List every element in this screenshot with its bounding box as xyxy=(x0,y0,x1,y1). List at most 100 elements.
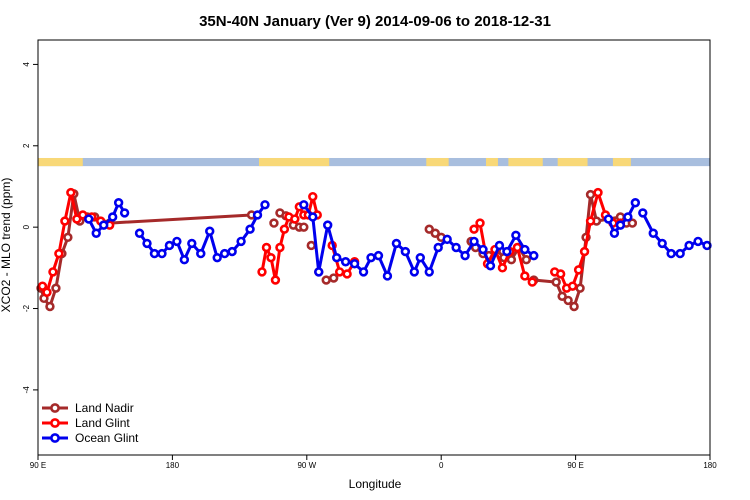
data-point xyxy=(212,252,222,263)
data-point xyxy=(627,218,638,228)
data-point xyxy=(366,252,376,263)
data-point xyxy=(520,271,530,281)
data-point xyxy=(269,218,279,228)
data-point xyxy=(66,187,76,198)
data-point xyxy=(585,216,596,226)
legend-label: Ocean Glint xyxy=(75,431,139,445)
land-band-segment xyxy=(486,157,498,167)
data-point xyxy=(415,252,425,263)
x-tick-label: 90 E xyxy=(567,461,583,470)
legend-label: Land Nadir xyxy=(75,401,134,415)
data-point xyxy=(279,224,290,234)
data-point xyxy=(172,236,182,247)
data-point xyxy=(340,257,351,267)
data-point xyxy=(236,236,246,247)
data-point xyxy=(520,244,530,255)
data-point xyxy=(469,224,479,234)
data-point xyxy=(78,210,88,220)
data-point xyxy=(91,228,101,238)
chart-title: 35N-40N January (Ver 9) 2014-09-06 to 20… xyxy=(199,13,551,30)
data-point xyxy=(442,234,452,245)
ocean-band xyxy=(38,157,710,167)
data-point xyxy=(261,242,272,253)
data-point xyxy=(266,252,276,263)
data-point xyxy=(563,295,573,306)
y-tick-label: 4 xyxy=(22,62,31,67)
data-point xyxy=(497,263,508,273)
data-point xyxy=(358,267,369,277)
data-point xyxy=(42,287,52,297)
y-tick-label: -4 xyxy=(22,386,31,394)
data-point xyxy=(512,242,523,253)
data-point xyxy=(48,267,58,277)
legend-swatch-marker xyxy=(50,403,60,413)
series-land-glint xyxy=(37,187,626,297)
data-point xyxy=(308,212,318,222)
series-line xyxy=(260,195,319,282)
data-point xyxy=(72,214,82,224)
x-tick-label: 0 xyxy=(439,461,444,470)
data-point xyxy=(430,228,440,238)
data-point xyxy=(179,255,190,265)
data-point xyxy=(187,238,197,249)
data-point xyxy=(529,250,539,261)
series-line xyxy=(39,192,252,308)
data-point xyxy=(433,242,443,253)
data-point xyxy=(666,248,676,259)
data-point xyxy=(334,267,345,277)
axes: 90 E 180 90 W 0 90 E 180 -4 -2 0 2 4 xyxy=(22,62,717,470)
y-tick-label: 0 xyxy=(22,224,31,229)
data-point xyxy=(593,187,603,198)
x-axis-label: Longitude xyxy=(349,477,402,491)
data-point xyxy=(684,240,694,251)
data-point xyxy=(308,191,318,202)
data-point xyxy=(494,240,505,251)
data-point xyxy=(257,267,267,277)
x-tick-label: 180 xyxy=(166,461,180,470)
data-point xyxy=(134,228,145,238)
data-point xyxy=(573,265,584,275)
data-point xyxy=(391,238,402,249)
data-point xyxy=(270,275,281,285)
legend-item: Land Glint xyxy=(42,416,130,430)
data-point xyxy=(51,283,61,293)
data-point xyxy=(245,224,255,234)
x-tick-label: 90 E xyxy=(30,461,46,470)
data-point xyxy=(196,248,206,259)
series-land-nadir xyxy=(36,189,638,312)
legend-label: Land Glint xyxy=(75,416,130,430)
data-point xyxy=(299,200,309,210)
plot-frame xyxy=(37,39,711,456)
data-point xyxy=(567,281,578,291)
data-point xyxy=(142,238,152,249)
data-point xyxy=(615,220,626,230)
data-point xyxy=(63,232,73,243)
land-band-segment xyxy=(38,157,83,167)
legend-swatch-marker xyxy=(50,433,60,443)
data-point xyxy=(219,248,230,259)
data-point xyxy=(702,240,712,251)
data-point xyxy=(205,226,215,236)
data-point xyxy=(693,236,703,247)
x-tick-label: 180 xyxy=(703,461,717,470)
data-point xyxy=(349,259,360,269)
data-point xyxy=(373,250,384,261)
data-point xyxy=(252,210,263,220)
data-point xyxy=(149,248,160,259)
y-tick-label: -2 xyxy=(22,304,31,312)
land-band-segment xyxy=(426,157,449,167)
data-point xyxy=(60,216,70,226)
data-point xyxy=(54,248,64,259)
data-point xyxy=(99,220,109,230)
data-point xyxy=(475,218,485,228)
data-point xyxy=(557,291,567,302)
data-point xyxy=(328,273,339,283)
data-point xyxy=(478,244,488,255)
data-point xyxy=(451,242,461,253)
data-point xyxy=(657,238,667,249)
data-point xyxy=(314,267,324,277)
data-point xyxy=(424,267,434,277)
data-point xyxy=(275,242,285,253)
data-point xyxy=(409,267,420,277)
